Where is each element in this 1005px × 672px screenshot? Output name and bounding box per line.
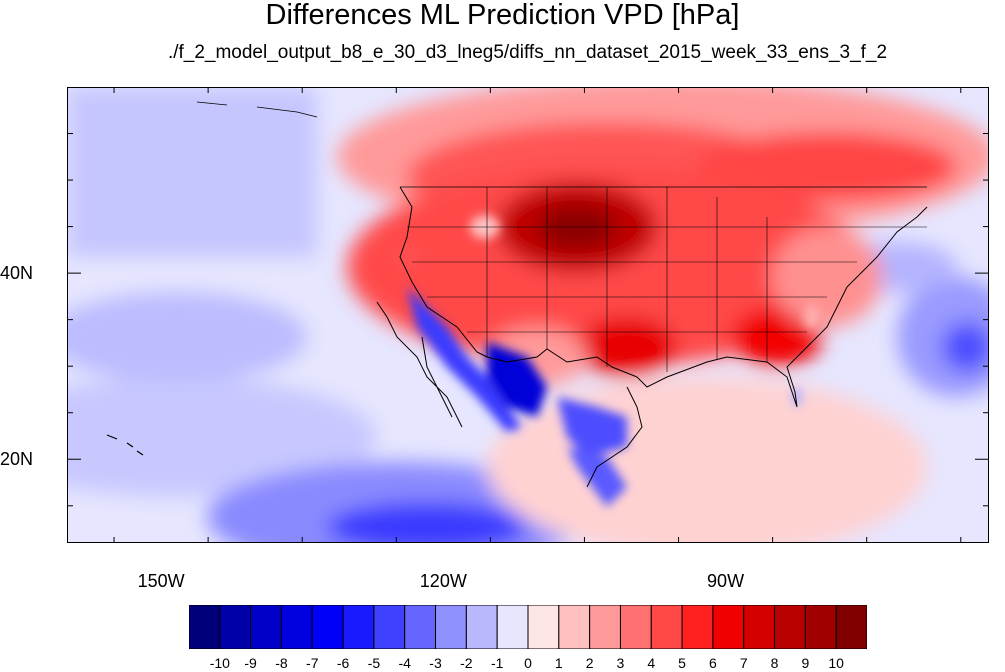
field-detail [392, 215, 820, 507]
colorbar-tick-label: -5 [367, 655, 381, 671]
colorbar-swatch [619, 605, 652, 649]
lat-label-20n: 20N [0, 449, 34, 470]
colorbar-swatch [589, 605, 621, 649]
colorbar-tick-label: -6 [336, 655, 350, 671]
colorbar-swatch [404, 605, 437, 649]
colorbar-swatch [496, 605, 529, 649]
colorbar-tick-label: -9 [244, 655, 257, 671]
colorbar-swatch [650, 605, 683, 649]
colorbar-swatch [373, 605, 406, 649]
colorbar-swatch [527, 605, 560, 649]
field-smooth [67, 87, 989, 543]
colorbar-swatch [250, 605, 282, 649]
colorbar-tick-label: 0 [524, 655, 532, 671]
colorbar-swatch [774, 605, 806, 649]
colorbar-swatch [712, 605, 745, 649]
colorbar-swatch [189, 605, 221, 649]
colorbar [189, 605, 867, 649]
colorbar-swatch [465, 605, 498, 649]
lon-label-150w: 150W [137, 571, 185, 591]
colorbar-tick-label: -7 [306, 655, 319, 671]
map-subtitle: ./f_2_model_output_b8_e_30_d3_lneg5/diff… [167, 42, 888, 63]
colorbar-swatch [743, 605, 776, 649]
colorbar-tick-label: 7 [739, 655, 748, 671]
colorbar-tick-label: 8 [770, 655, 779, 671]
colorbar-swatch [219, 605, 252, 649]
colorbar-swatch [280, 605, 313, 649]
colorbar-swatch [835, 605, 867, 649]
colorbar-tick-label: 2 [585, 655, 594, 671]
colorbar-tick-label: -1 [490, 655, 504, 671]
colorbar-tick-label: -8 [275, 655, 288, 671]
colorbar-tick-label: 6 [709, 655, 717, 671]
lon-label-90w: 90W [707, 571, 745, 591]
colorbar-swatch [558, 605, 591, 649]
colorbar-tick-label: -10 [209, 655, 230, 671]
map-panel: 40N 20N 150W 120W 90W [0, 87, 989, 591]
colorbar-tick-label: -2 [460, 655, 473, 671]
colorbar-tick-label: 3 [616, 655, 625, 671]
colorbar-tick-label: 1 [554, 655, 563, 671]
colorbar-swatch [804, 605, 837, 649]
colorbar-tick-label: 10 [828, 655, 844, 671]
vpd-difference-map [67, 87, 989, 543]
map-frame [67, 87, 989, 543]
map-title: Differences ML Prediction VPD [hPa] [265, 0, 740, 31]
lon-label-120w: 120W [419, 571, 467, 591]
colorbar-tick-label: 5 [678, 655, 686, 671]
colorbar-tick-label: 4 [647, 655, 656, 671]
axis-ticks [67, 87, 989, 543]
colorbar-tick-label: -3 [429, 655, 442, 671]
colorbar-swatch [681, 605, 714, 649]
coastlines-and-borders [106, 101, 928, 488]
colorbar-tick-label: 9 [801, 655, 810, 671]
colorbar-swatch [435, 605, 467, 649]
colorbar-swatch [342, 605, 375, 649]
lat-label-40n: 40N [0, 263, 34, 284]
colorbar-tick-label: -4 [398, 655, 411, 671]
colorbar-swatch [311, 605, 344, 649]
